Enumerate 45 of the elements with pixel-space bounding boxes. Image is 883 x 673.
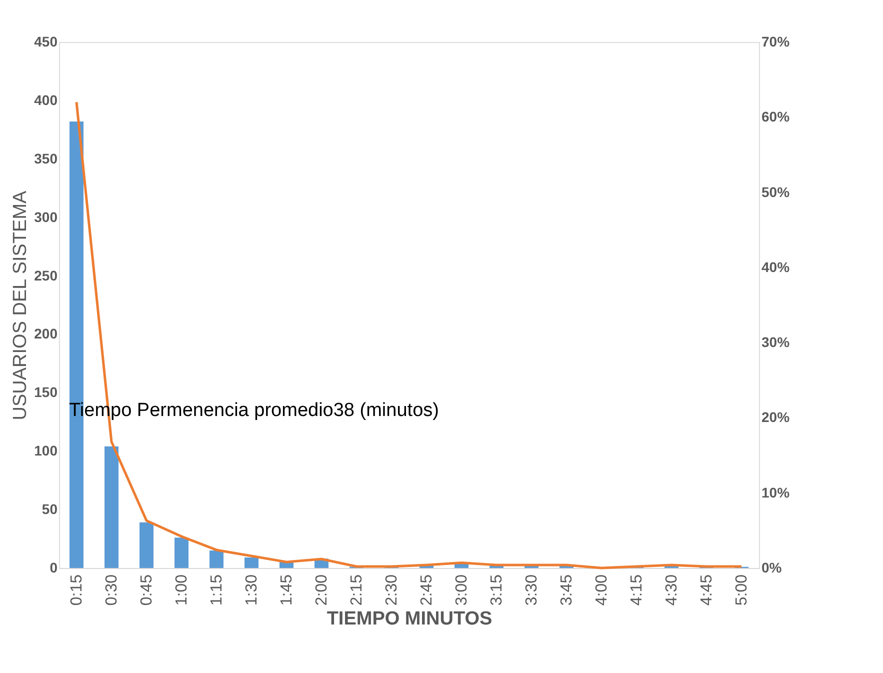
x-tick-label: 1:00 — [174, 574, 190, 606]
x-tick-label: 4:30 — [664, 574, 680, 606]
x-tick-label: 0:30 — [104, 574, 120, 606]
bar — [104, 446, 118, 568]
y2-tick-label: 40% — [762, 258, 790, 275]
bar — [174, 538, 188, 568]
x-tick-label: 3:00 — [454, 574, 470, 606]
x-tick-label: 0:45 — [138, 574, 156, 606]
bar — [244, 557, 258, 568]
y-tick-label: 100 — [34, 442, 58, 459]
x-tick-label: 1:15 — [208, 574, 226, 606]
y-tick-label: 0 — [50, 560, 58, 576]
y2-tick-label: 50% — [762, 184, 790, 200]
x-tick-label: 3:15 — [488, 574, 506, 606]
y-tick-label: 350 — [34, 150, 58, 166]
x-tick-label: 4:15 — [628, 574, 646, 606]
x-tick-label: 1:45 — [278, 574, 296, 606]
y2-tick-label: 60% — [762, 108, 790, 125]
y2-tick-label: 20% — [762, 409, 790, 426]
y-tick-label: 400 — [34, 92, 58, 108]
x-tick-label: 3:30 — [524, 574, 540, 606]
x-tick-label: 2:45 — [418, 574, 436, 606]
x-tick-label: 4:00 — [594, 574, 610, 606]
x-tick-label: 0:15 — [68, 574, 86, 606]
y2-tick-label: 10% — [762, 484, 790, 500]
x-tick-label: 2:00 — [314, 574, 330, 606]
y-tick-label: 250 — [34, 267, 58, 284]
x-tick-label: 3:45 — [558, 574, 576, 606]
y2-tick-label: 70% — [762, 34, 790, 50]
bar — [210, 550, 224, 568]
y-tick-label: 200 — [34, 326, 58, 342]
x-tick-label: 4:45 — [698, 574, 716, 606]
y-axis-title: USUARIOS DEL SISTEMA — [10, 190, 32, 420]
bar — [140, 522, 154, 568]
x-tick-label: 2:30 — [384, 574, 400, 606]
x-tick-label: 5:00 — [734, 574, 750, 606]
y-tick-label: 450 — [34, 34, 58, 50]
y2-tick-label: 0% — [762, 560, 782, 576]
x-tick-label: 2:15 — [348, 574, 366, 606]
y-tick-label: 300 — [34, 208, 58, 225]
y-tick-label: 50 — [42, 501, 58, 518]
x-tick-label: 1:30 — [244, 574, 260, 606]
y-tick-label: 150 — [34, 384, 58, 400]
x-axis-title: TIEMPO MINUTOS — [326, 608, 492, 630]
y2-tick-label: 30% — [762, 334, 790, 350]
